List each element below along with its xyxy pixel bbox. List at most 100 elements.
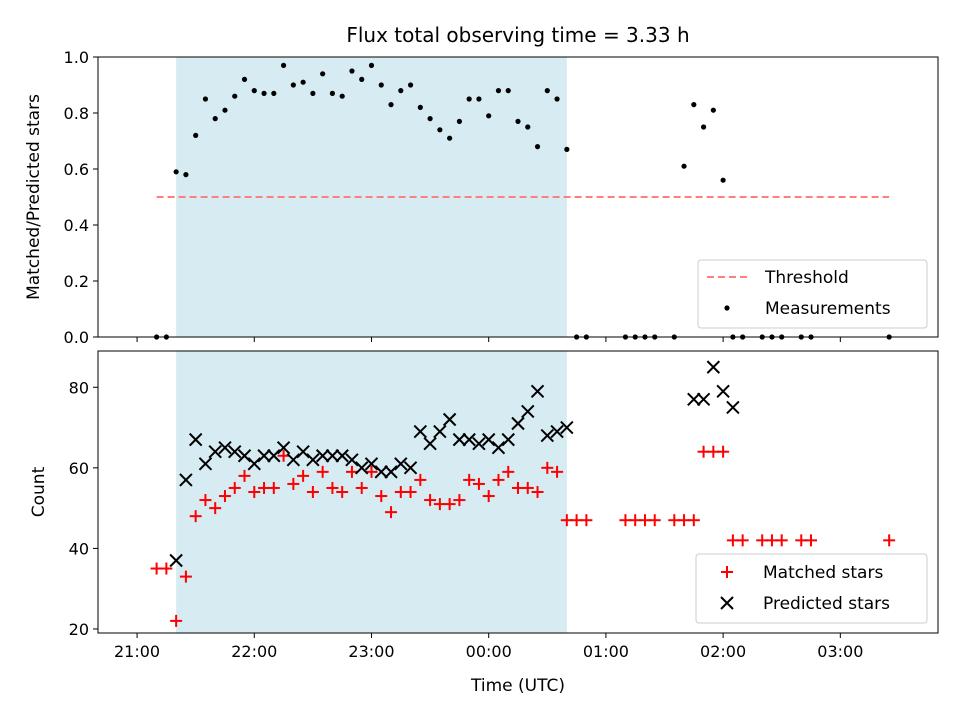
matched-point [453, 494, 466, 507]
measurement-point [378, 82, 384, 88]
predicted-point [706, 360, 721, 374]
matched-point [160, 562, 173, 575]
matched-stars-series [150, 445, 896, 627]
matched-point [385, 506, 398, 519]
top-y-axis: 0.0 0.2 0.4 0.6 0.8 1.0 [64, 48, 98, 347]
bottom-y-tick-label: 60 [69, 459, 89, 478]
predicted-point [540, 428, 555, 443]
measurement-point [544, 88, 550, 94]
matched-point [297, 469, 310, 482]
measurement-point [681, 163, 687, 169]
measurement-point [476, 96, 482, 102]
predicted-point [276, 440, 291, 455]
predicted-point [481, 432, 496, 447]
matched-point [541, 461, 554, 474]
legend-measurements-label: Measurements [765, 299, 891, 319]
measurement-point [456, 118, 462, 124]
predicted-point [726, 400, 740, 415]
x-tick-label: 23:00 [348, 642, 394, 661]
legend-threshold-label: Threshold [764, 268, 849, 288]
predicted-point [364, 457, 379, 471]
bottom-y-tick-label: 40 [69, 539, 89, 558]
top-y-tick-label: 0.0 [64, 328, 89, 347]
measurement-point [241, 76, 248, 82]
matched-point [492, 473, 505, 486]
legend-measurements-swatch [724, 305, 730, 311]
measurement-point [564, 146, 570, 152]
matched-point [375, 490, 388, 503]
predicted-point [228, 445, 242, 459]
measurement-point [251, 88, 257, 94]
matched-point [316, 465, 329, 478]
bottom-y-axis: 20 40 60 80 [69, 378, 98, 639]
top-y-tick-label: 0.8 [64, 104, 89, 123]
measurement-point [300, 79, 306, 85]
predicted-point [208, 445, 222, 459]
predicted-point [501, 432, 515, 447]
x-axis-label: Time (UTC) [470, 676, 565, 696]
predicted-point [696, 392, 711, 407]
measurement-point [271, 90, 277, 96]
measurement-point [495, 88, 502, 94]
matched-point [443, 498, 456, 511]
matched-point [551, 465, 564, 478]
predicted-stars-series [169, 360, 740, 568]
measurement-point [368, 62, 375, 68]
bottom-y-axis-label: Count [29, 466, 49, 517]
measurement-point [447, 135, 453, 141]
matched-point [287, 477, 300, 490]
measurement-point [486, 113, 492, 119]
matched-point [336, 486, 349, 498]
matched-point [531, 486, 544, 498]
predicted-point [247, 457, 261, 471]
matched-point [687, 514, 700, 527]
predicted-point [335, 449, 349, 463]
matched-point [238, 469, 251, 482]
matched-point [179, 570, 192, 583]
measurement-point [466, 96, 472, 102]
measurement-point [183, 172, 189, 178]
predicted-point [550, 424, 564, 439]
predicted-point [521, 404, 535, 419]
predicted-point [433, 424, 447, 439]
measurement-point [691, 102, 697, 108]
matched-point [521, 481, 534, 494]
legend-predicted-swatch [720, 596, 734, 610]
top-x-axis-ticks [136, 337, 841, 342]
matched-point [404, 486, 417, 498]
matched-point [805, 534, 818, 547]
measurement-point [339, 93, 345, 99]
matched-point [326, 481, 339, 494]
measurement-point [290, 82, 296, 88]
measurement-point [534, 144, 541, 150]
predicted-point [345, 453, 359, 467]
predicted-point [472, 436, 486, 451]
bottom-y-tick-label: 20 [69, 620, 89, 639]
x-tick-label: 02:00 [700, 642, 746, 661]
matched-point [414, 473, 427, 486]
matched-point [209, 502, 222, 515]
measurement-point [388, 102, 394, 108]
predicted-point [560, 420, 574, 435]
matched-point [306, 486, 319, 498]
x-tick-label: 22:00 [231, 642, 277, 661]
bottom-observing-window [176, 351, 567, 633]
bottom-y-tick-label: 80 [69, 378, 89, 397]
measurements-series [154, 62, 892, 340]
predicted-point [188, 432, 203, 447]
measurement-point [232, 93, 238, 99]
top-y-tick-label: 0.6 [64, 160, 89, 179]
matched-point [365, 465, 378, 478]
predicted-point [384, 465, 398, 479]
measurement-point [280, 62, 287, 68]
predicted-point [325, 449, 340, 463]
matched-point [580, 514, 593, 527]
measurement-point [349, 68, 355, 74]
measurement-point [525, 124, 531, 130]
legend-matched-label: Matched stars [763, 563, 883, 583]
measurement-point [700, 124, 707, 130]
top-panel: 0.0 0.2 0.4 0.6 0.8 1.0 Matched/Predicted sta… [24, 48, 939, 347]
bottom-legend: Matched stars Predicted stars [695, 553, 928, 624]
matched-point [228, 481, 241, 494]
matched-point [218, 490, 231, 503]
